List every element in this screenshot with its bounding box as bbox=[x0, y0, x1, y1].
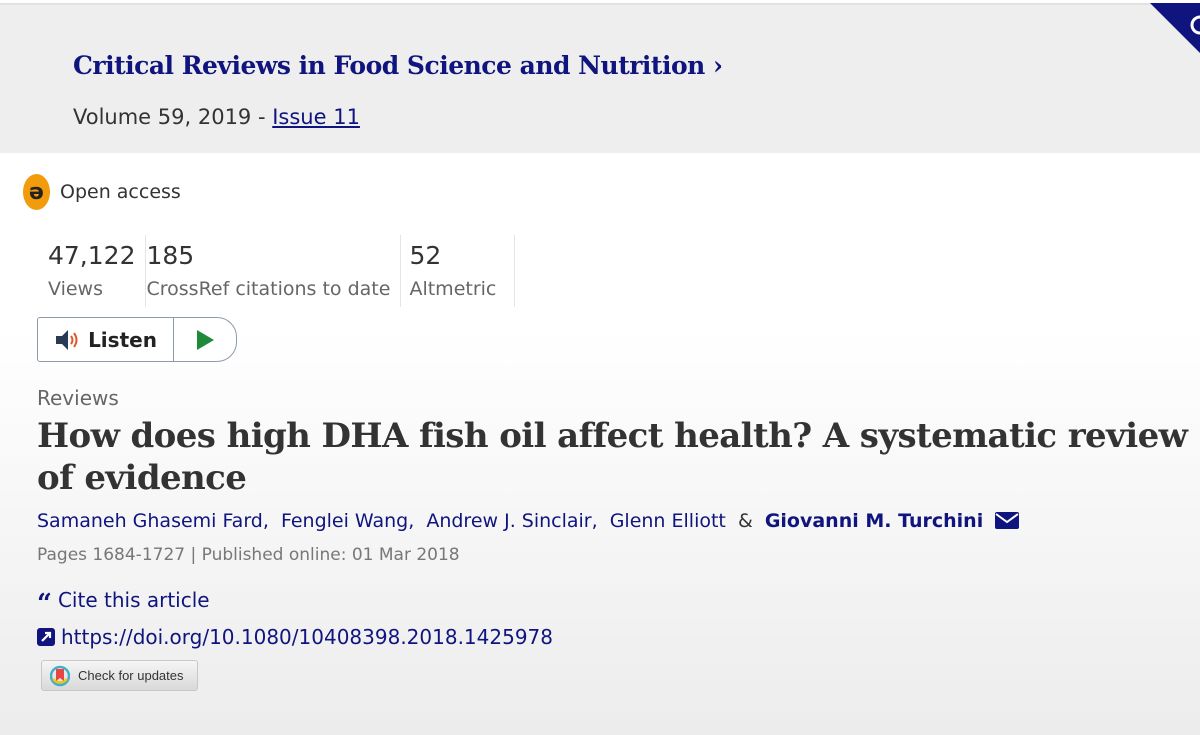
play-button[interactable] bbox=[174, 318, 236, 361]
chevron-right-icon: › bbox=[713, 51, 723, 80]
listen-button[interactable]: Listen bbox=[38, 318, 174, 361]
metric-label: Altmetric bbox=[409, 278, 497, 300]
check-for-updates-button[interactable]: Check for updates bbox=[41, 660, 198, 691]
metric-altmetric[interactable]: 52 Altmetric bbox=[401, 235, 516, 307]
metric-label: CrossRef citations to date bbox=[146, 278, 391, 300]
author-list: Samaneh Ghasemi Fard, Fenglei Wang, Andr… bbox=[37, 510, 1020, 532]
publication-info: Pages 1684-1727 | Published online: 01 M… bbox=[37, 545, 460, 565]
listen-label: Listen bbox=[88, 327, 157, 352]
author-link[interactable]: Samaneh Ghasemi Fard, bbox=[37, 510, 269, 532]
ampersand: & bbox=[737, 510, 753, 532]
listen-widget: Listen bbox=[37, 317, 237, 362]
metric-value: 52 bbox=[409, 241, 442, 270]
author-link[interactable]: Glenn Elliott bbox=[609, 510, 726, 532]
journal-title-link[interactable]: Critical Reviews in Food Science and Nut… bbox=[73, 51, 723, 80]
open-access-badge: ə Open access bbox=[23, 174, 181, 210]
issue-link[interactable]: Issue 11 bbox=[272, 105, 360, 129]
cite-label: Cite this article bbox=[57, 588, 210, 612]
metric-label: Views bbox=[48, 278, 103, 300]
open-access-icon: ə bbox=[23, 174, 50, 210]
metric-value: 185 bbox=[146, 241, 195, 270]
article-metrics: 47,122 Views 185 CrossRef citations to dat… bbox=[38, 235, 516, 307]
doi-text: https://doi.org/10.1080/10408398.2018.14… bbox=[61, 625, 554, 649]
metric-views[interactable]: 47,122 Views bbox=[38, 235, 147, 307]
article-title: How does high DHA fish oil affect health… bbox=[37, 416, 1188, 498]
article-category: Reviews bbox=[37, 386, 119, 410]
external-link-icon bbox=[37, 628, 55, 646]
author-link[interactable]: Fenglei Wang, bbox=[280, 510, 415, 532]
journal-header: Critical Reviews in Food Science and Nut… bbox=[0, 3, 1200, 153]
speaker-icon bbox=[56, 329, 78, 350]
metric-value: 47,122 bbox=[48, 241, 136, 270]
check-updates-label: Check for updates bbox=[78, 668, 184, 683]
volume-text: Volume 59, 2019 - bbox=[73, 105, 273, 129]
journal-title: Critical Reviews in Food Science and Nut… bbox=[73, 51, 705, 80]
volume-info: Volume 59, 2019 - Issue 11 bbox=[73, 105, 360, 129]
play-icon bbox=[197, 329, 214, 350]
metric-citations[interactable]: 185 CrossRef citations to date bbox=[146, 235, 402, 307]
corresponding-author-link[interactable]: Giovanni M. Turchini bbox=[764, 510, 984, 532]
author-link[interactable]: Andrew J. Sinclair, bbox=[426, 510, 598, 532]
doi-link[interactable]: https://doi.org/10.1080/10408398.2018.14… bbox=[37, 625, 553, 649]
corner-badge-icon[interactable] bbox=[1150, 3, 1200, 53]
quote-icon: “ bbox=[37, 589, 52, 619]
open-access-label: Open access bbox=[60, 181, 181, 203]
email-icon[interactable] bbox=[995, 512, 1020, 529]
crossmark-icon bbox=[50, 665, 70, 686]
cite-article-link[interactable]: “ Cite this article bbox=[37, 586, 210, 619]
